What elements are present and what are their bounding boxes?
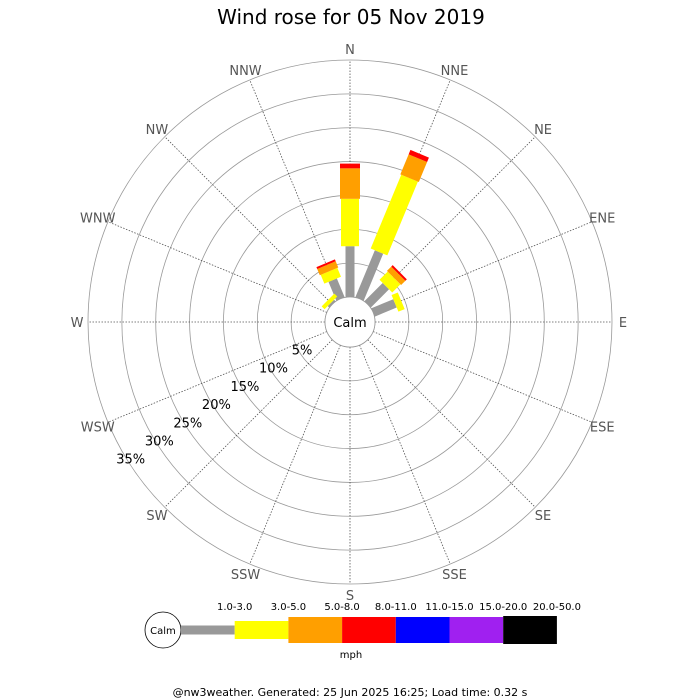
- direction-label-s: S: [346, 589, 354, 604]
- ring-35: [87, 59, 613, 585]
- bar-n: [340, 163, 360, 297]
- bar-segment-ne-1: [364, 282, 390, 308]
- spoke-sw: [164, 339, 333, 508]
- ring-label-5: 5%: [292, 344, 313, 359]
- calm-label: Calm: [333, 316, 366, 331]
- legend-unit-label: mph: [340, 650, 362, 661]
- direction-label-e: E: [619, 316, 627, 331]
- chart-title: Wind rose for 05 Nov 2019: [217, 5, 485, 29]
- direction-label-nnw: NNW: [229, 64, 261, 79]
- ring-30: [121, 93, 579, 551]
- bar-ene: [371, 292, 405, 317]
- legend-swatch-4: [342, 617, 396, 643]
- legend-calm-label: Calm: [150, 626, 176, 637]
- calm-circle: [324, 296, 376, 348]
- bar-segment-n-1: [345, 246, 355, 297]
- legend-bin-label-2: 3.0-5.0: [271, 602, 306, 613]
- spoke-nw: [164, 136, 333, 305]
- direction-label-sse: SSE: [442, 568, 467, 583]
- bar-segment-ne-3: [386, 266, 406, 286]
- ring-label-25: 25%: [173, 416, 202, 431]
- spoke-wsw: [107, 331, 328, 423]
- direction-label-ne: NE: [534, 123, 552, 138]
- legend-swatch-7: [503, 616, 557, 644]
- direction-label-sw: SW: [146, 509, 167, 524]
- bar-segment-nne-4: [408, 149, 429, 162]
- ring-label-10: 10%: [259, 362, 288, 377]
- bar-nne: [355, 149, 429, 301]
- ring-label-35: 35%: [116, 453, 145, 468]
- legend-swatch-6: [449, 617, 504, 643]
- direction-label-ese: ESE: [590, 420, 615, 435]
- legend-bin-label-3: 5.0-8.0: [324, 602, 359, 613]
- calm-circle-group: Calm: [324, 296, 376, 348]
- direction-label-ene: ENE: [589, 212, 615, 227]
- labels: N NNE NE ENE E ESE SE SSE S SSW SW WSW W WNW NW NNW 5% 10…: [71, 43, 628, 604]
- legend-bin-label-4: 8.0-11.0: [375, 602, 417, 613]
- spoke-ese: [372, 331, 593, 423]
- bar-segment-ene-1: [371, 299, 397, 317]
- legend-swatch-1: [181, 625, 235, 635]
- direction-label-nne: NNE: [441, 64, 469, 79]
- direction-label-w: W: [71, 316, 84, 331]
- bar-segment-nnw-2: [320, 267, 341, 284]
- bar-segment-n-3: [340, 168, 360, 199]
- spoke-wnw: [107, 221, 328, 313]
- legend-swatch-2: [234, 621, 289, 639]
- legend: Calm 1.0-3.0 3.0-5.0 5.0-8.0 8.0-11.0 11.0-15…: [144, 602, 581, 661]
- direction-label-nw: NW: [146, 123, 169, 138]
- bar-segment-nw-2: [321, 293, 338, 310]
- bar-segment-n-4: [340, 163, 360, 169]
- wind-bars: [316, 149, 429, 317]
- legend-bin-label-6: 15.0-20.0: [479, 602, 527, 613]
- bar-nnw: [316, 259, 345, 301]
- direction-label-wsw: WSW: [81, 420, 115, 435]
- ring-label-15: 15%: [230, 380, 259, 395]
- spoke-ssw: [249, 344, 341, 565]
- legend-bin-label-5: 11.0-15.0: [425, 602, 473, 613]
- bar-segment-nnw-1: [328, 278, 345, 301]
- bar-segment-nne-2: [370, 174, 418, 256]
- bar-segment-nw-1: [327, 299, 336, 308]
- footer-text: @nw3weather. Generated: 25 Jun 2025 16:2…: [173, 686, 528, 699]
- bar-segment-nnw-3: [317, 261, 339, 276]
- direction-label-ssw: SSW: [231, 568, 261, 583]
- bar-segment-nne-3: [400, 154, 428, 182]
- direction-label-n: N: [345, 43, 355, 58]
- spoke-sse: [359, 344, 451, 565]
- spoke-ene: [372, 221, 593, 313]
- bar-segment-ne-4: [391, 265, 407, 281]
- bar-ne: [364, 265, 407, 308]
- ring-label-20: 20%: [202, 398, 231, 413]
- bar-segment-nnw-4: [316, 259, 336, 269]
- bar-segment-nne-1: [355, 250, 384, 301]
- bar-segment-ne-2: [379, 271, 401, 293]
- bar-nw: [321, 293, 338, 310]
- spoke-se: [367, 339, 536, 508]
- ring-label-30: 30%: [145, 435, 174, 450]
- bar-segment-n-2: [341, 198, 359, 247]
- legend-bin-label-1: 1.0-3.0: [217, 602, 252, 613]
- legend-swatch-5: [395, 617, 450, 643]
- direction-label-se: SE: [535, 509, 551, 524]
- legend-swatch-3: [288, 617, 343, 643]
- legend-bin-label-7: 20.0-50.0: [533, 602, 581, 613]
- spoke-nnw: [249, 79, 341, 300]
- direction-label-wnw: WNW: [80, 212, 116, 227]
- bar-segment-ene-2: [391, 292, 405, 312]
